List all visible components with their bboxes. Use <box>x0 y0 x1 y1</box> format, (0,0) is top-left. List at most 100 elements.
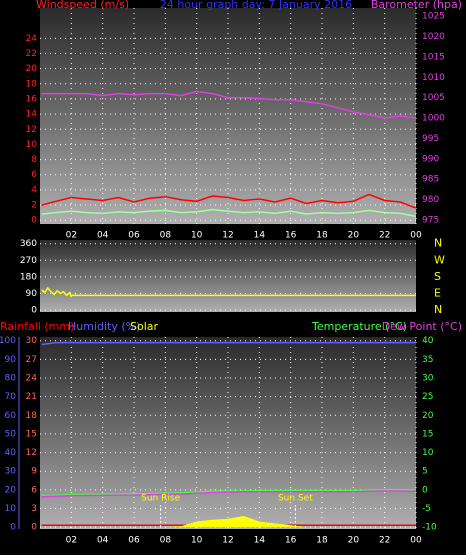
y-tick-label: 70 <box>5 392 17 402</box>
plot-area <box>40 8 416 224</box>
y3-tick-label: 18 <box>26 411 38 421</box>
x-tick-label: 06 <box>128 536 140 546</box>
line <box>41 286 73 298</box>
line <box>41 90 417 119</box>
y2-tick-label: 25 <box>422 392 433 402</box>
y-tick-label: 2 <box>31 201 37 211</box>
x-tick-label: 04 <box>97 231 109 241</box>
x-tick-label: 16 <box>285 536 297 546</box>
y2-tick-label: -10 <box>422 523 437 533</box>
y-tick-label: 0 <box>31 306 37 316</box>
chart-title: 24 hour graph day: 7 January 2016 <box>160 0 352 11</box>
y2-tick-label: 10 <box>422 448 434 458</box>
x-tick-label: 18 <box>316 536 328 546</box>
annotation: Sun Set <box>278 494 313 504</box>
y-tick-label: 10 <box>26 140 38 150</box>
y-tick-label: 40 <box>5 448 17 458</box>
y2-tick-label: 0 <box>422 485 428 495</box>
legend-label: Temperature (°C) <box>311 320 407 333</box>
x-tick-label: 14 <box>254 231 266 241</box>
line <box>41 193 417 209</box>
y3-tick-label: 27 <box>26 355 37 365</box>
y2-tick-label: N <box>434 303 442 316</box>
legend-label: Solar <box>130 320 159 333</box>
y-tick-label: 180 <box>20 272 37 282</box>
x-tick-label: 02 <box>66 536 77 546</box>
y3-tick-label: 9 <box>31 467 37 477</box>
x-tick-label: 00 <box>410 231 422 241</box>
y-tick-label: 80 <box>5 374 17 384</box>
y-tick-label: 0 <box>31 216 37 226</box>
y-tick-label: 20 <box>5 485 17 495</box>
y3-tick-label: 15 <box>26 429 37 439</box>
x-tick-label: 02 <box>66 231 77 241</box>
x-tick-label: 10 <box>191 536 203 546</box>
y-tick-label: 6 <box>31 170 37 180</box>
y-tick-label: 90 <box>26 289 38 299</box>
area <box>41 516 416 528</box>
line <box>41 490 417 498</box>
annotation: Sun Rise <box>141 494 180 504</box>
x-tick-label: 22 <box>379 536 390 546</box>
y-tick-label: 14 <box>26 110 38 120</box>
line <box>41 341 416 346</box>
y2-tick-label: 20 <box>422 411 434 421</box>
y-tick-label: 22 <box>26 49 37 59</box>
x-tick-label: 12 <box>222 536 233 546</box>
y-tick-label: 270 <box>20 256 37 266</box>
y2-tick-label: 1020 <box>422 32 445 42</box>
y2-tick-label: 990 <box>422 154 439 164</box>
line <box>41 489 417 497</box>
y2-tick-label: 980 <box>422 195 439 205</box>
legend-label: Humidity (%) <box>68 320 140 333</box>
y-tick-label: 0 <box>10 523 16 533</box>
y2-tick-label: S <box>434 270 441 283</box>
y-tick-label: 24 <box>26 34 38 44</box>
x-tick-label: 20 <box>348 536 360 546</box>
y3-tick-label: 0 <box>31 523 37 533</box>
line <box>41 208 417 218</box>
x-tick-label: 08 <box>160 231 172 241</box>
legend-label: Rainfall (mm) <box>0 320 74 333</box>
y3-tick-label: 6 <box>31 485 37 495</box>
y3-tick-label: 21 <box>26 392 37 402</box>
y-tick-label: 16 <box>26 94 38 104</box>
x-tick-label: 06 <box>128 231 140 241</box>
y2-tick-label: 975 <box>422 215 439 225</box>
y-tick-label: 20 <box>26 64 38 74</box>
y-tick-label: 10 <box>5 504 17 514</box>
y-tick-label: 360 <box>20 239 37 249</box>
x-tick-label: 14 <box>254 536 266 546</box>
x-tick-label: 04 <box>97 536 109 546</box>
x-tick-label: 10 <box>191 231 203 241</box>
x-tick-label: 22 <box>379 231 390 241</box>
y2-tick-label: 30 <box>422 374 434 384</box>
y-tick-label: 4 <box>31 185 37 195</box>
y2-tick-label: 1025 <box>422 12 445 22</box>
plot-area <box>40 240 416 312</box>
y2-tick-label: 15 <box>422 429 433 439</box>
y2-tick-label: 995 <box>422 134 439 144</box>
y-tick-label: 50 <box>5 429 17 439</box>
y3-tick-label: 3 <box>31 504 37 514</box>
x-tick-label: 12 <box>222 231 233 241</box>
y2-tick-label: N <box>434 237 442 250</box>
x-tick-label: 16 <box>285 231 297 241</box>
y2-tick-label: 1015 <box>422 52 445 62</box>
legend-label: Dew Point (°C) <box>382 320 462 333</box>
y3-tick-label: 30 <box>26 336 38 346</box>
y2-tick-label: -5 <box>422 504 431 514</box>
x-tick-label: 00 <box>410 536 422 546</box>
y3-tick-label: 12 <box>26 448 37 458</box>
y-tick-label: 90 <box>5 355 17 365</box>
y2-tick-label: 5 <box>422 467 428 477</box>
y2-tick-label: 35 <box>422 355 433 365</box>
y-tick-label: 100 <box>0 336 16 346</box>
y-tick-label: 30 <box>5 467 17 477</box>
y2-tick-label: 1000 <box>422 114 445 124</box>
y-axis-label: Windspeed (m/s) <box>36 0 129 11</box>
y3-tick-label: 24 <box>26 374 38 384</box>
x-tick-label: 18 <box>316 231 328 241</box>
y2-tick-label: 1010 <box>422 73 445 83</box>
